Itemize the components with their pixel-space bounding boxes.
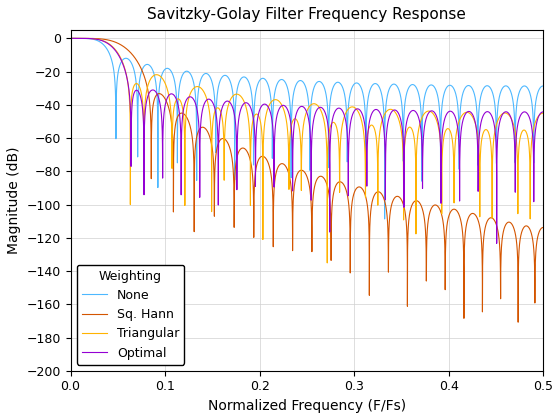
- Line: Optimal: Optimal: [71, 38, 543, 243]
- Y-axis label: Magnitude (dB): Magnitude (dB): [7, 147, 21, 254]
- Line: Triangular: Triangular: [71, 38, 543, 263]
- None: [408, 82, 415, 87]
- Triangular: [260, 145, 267, 150]
- Optimal: [264, 103, 270, 108]
- Sq. Hann: [408, 203, 415, 208]
- Triangular: [67, 36, 74, 41]
- Sq. Hann: [515, 320, 521, 325]
- Sq. Hann: [67, 36, 74, 41]
- Sq. Hann: [471, 211, 478, 216]
- None: [209, 81, 216, 86]
- Optimal: [540, 109, 547, 114]
- Triangular: [209, 128, 216, 133]
- Optimal: [471, 116, 478, 121]
- Triangular: [324, 260, 330, 265]
- Optimal: [67, 36, 74, 41]
- Sq. Hann: [209, 147, 216, 152]
- None: [319, 81, 325, 86]
- Optimal: [260, 102, 267, 107]
- None: [67, 36, 74, 41]
- Triangular: [408, 126, 415, 131]
- Sq. Hann: [540, 225, 547, 230]
- Triangular: [264, 108, 270, 113]
- None: [260, 76, 267, 81]
- Sq. Hann: [260, 154, 267, 159]
- X-axis label: Normalized Frequency (F/Fs): Normalized Frequency (F/Fs): [208, 399, 406, 413]
- Optimal: [408, 108, 415, 113]
- Optimal: [209, 100, 216, 105]
- Triangular: [319, 110, 325, 116]
- Legend: None, Sq. Hann, Triangular, Optimal: None, Sq. Hann, Triangular, Optimal: [77, 265, 184, 365]
- None: [264, 80, 270, 85]
- None: [471, 91, 478, 96]
- None: [540, 84, 547, 89]
- None: [67, 36, 74, 41]
- Triangular: [540, 111, 547, 116]
- Title: Savitzky-Golay Filter Frequency Response: Savitzky-Golay Filter Frequency Response: [147, 7, 466, 22]
- Optimal: [493, 241, 500, 246]
- Sq. Hann: [264, 158, 270, 163]
- Line: Sq. Hann: Sq. Hann: [71, 38, 543, 322]
- Optimal: [319, 105, 325, 110]
- None: [381, 216, 388, 221]
- Triangular: [471, 118, 478, 123]
- Sq. Hann: [67, 36, 74, 41]
- Sq. Hann: [319, 174, 325, 179]
- Line: None: None: [71, 38, 543, 219]
